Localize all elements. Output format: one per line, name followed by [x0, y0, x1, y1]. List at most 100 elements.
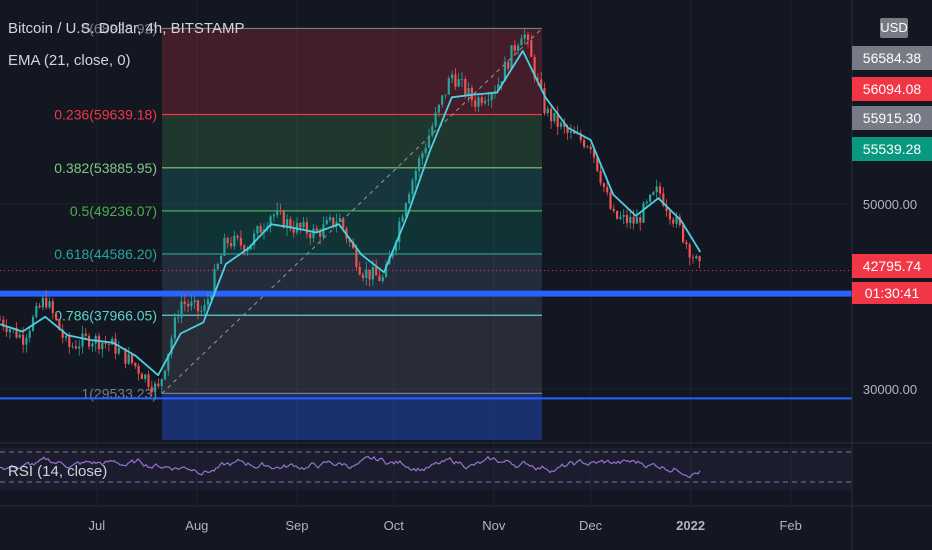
candle-body [193, 300, 196, 302]
candle-body [88, 335, 91, 347]
candle-body [45, 297, 48, 308]
candle-body [253, 233, 256, 245]
candle-body [55, 313, 58, 320]
candle-body [589, 146, 592, 150]
candle-body [460, 78, 464, 80]
candle-body [596, 157, 599, 171]
candle-body [632, 216, 635, 224]
candle-body [678, 216, 681, 226]
candle-body [629, 216, 632, 223]
candle-body [523, 34, 526, 39]
candle-body [18, 334, 21, 338]
candle-body [332, 217, 335, 226]
candle-body [639, 217, 642, 223]
candle-body [183, 301, 186, 304]
candle-body [319, 231, 322, 237]
candle-body [497, 84, 500, 92]
candle-body [434, 112, 437, 127]
candle-body [137, 365, 140, 374]
candle-body [210, 295, 213, 300]
candle-body [550, 108, 553, 122]
price-axis-label: 50000.00 [863, 197, 917, 212]
fib-zone [162, 114, 542, 168]
candle-body [441, 95, 444, 105]
candle-body [94, 335, 97, 344]
candle-body [675, 216, 678, 224]
candle-body [272, 214, 275, 217]
time-axis-label: 2022 [676, 518, 705, 533]
candle-body [579, 133, 582, 141]
candle-body [173, 317, 176, 339]
candle-body [625, 215, 629, 223]
ema-line [0, 50, 702, 377]
candle-body [556, 112, 559, 127]
candle-body [206, 299, 209, 305]
candle-body [282, 211, 285, 228]
currency-badge[interactable]: USD [880, 18, 908, 38]
candle-body [464, 78, 467, 96]
time-axis-label: Feb [779, 518, 801, 533]
candle-body [365, 269, 368, 278]
candle-body [190, 301, 193, 307]
rsi-legend[interactable]: RSI (14, close) [8, 463, 108, 480]
candle-body [510, 45, 513, 69]
candle-body [619, 216, 622, 219]
candle-body [642, 203, 645, 223]
candle-body [695, 256, 698, 259]
candle-body [513, 45, 516, 51]
candle-body [64, 335, 68, 338]
candle-body [566, 127, 569, 133]
candle-body [279, 210, 282, 212]
candle-body [444, 94, 447, 96]
candle-body [599, 170, 602, 184]
candle-body [658, 186, 662, 194]
candle-body [484, 100, 487, 104]
candle-body [233, 235, 236, 247]
candle-body [78, 346, 81, 349]
ema-legend[interactable]: EMA (21, close, 0) [8, 52, 131, 69]
price-tag-label: 56584.38 [863, 50, 922, 66]
candle-body [698, 256, 701, 262]
fib-level-label: 0.618(44586.20) [54, 246, 157, 262]
candle-body [451, 74, 454, 79]
candle-body [517, 45, 520, 51]
candle-body [269, 216, 272, 227]
candle-body [147, 374, 150, 387]
candle-body [454, 74, 457, 87]
candle-body [117, 348, 120, 354]
fib-zone [162, 167, 542, 211]
candle-body [559, 122, 563, 127]
candle-body [361, 274, 365, 278]
candle-body [35, 305, 38, 317]
candle-body [236, 235, 239, 238]
candle-body [22, 334, 25, 345]
candle-body [28, 330, 31, 338]
fib-zone [162, 253, 542, 316]
candle-body [259, 226, 262, 233]
time-axis-label: Sep [285, 518, 308, 533]
candle-body [170, 338, 173, 354]
fib-level-label: 0(68928.92) [81, 20, 157, 36]
candle-body [299, 223, 302, 228]
candle-body [655, 186, 658, 193]
candle-body [213, 269, 216, 296]
candle-body [668, 211, 671, 220]
candle-body [160, 379, 163, 387]
time-axis-label: Nov [482, 518, 506, 533]
candle-body [662, 193, 665, 206]
candle-body [187, 303, 190, 307]
candle-body [609, 192, 612, 209]
candle-body [97, 335, 101, 350]
candle-body [124, 348, 127, 364]
candle-body [457, 79, 460, 87]
time-axis-label: Oct [384, 518, 405, 533]
candle-body [144, 374, 147, 379]
candle-body [2, 319, 5, 327]
candle-body [286, 219, 289, 228]
candle-body [606, 187, 609, 193]
candle-body [309, 233, 312, 238]
symbol-legend[interactable]: Bitcoin / U.S. Dollar, 4h, BITSTAMP [8, 20, 245, 37]
candle-body [0, 319, 2, 321]
